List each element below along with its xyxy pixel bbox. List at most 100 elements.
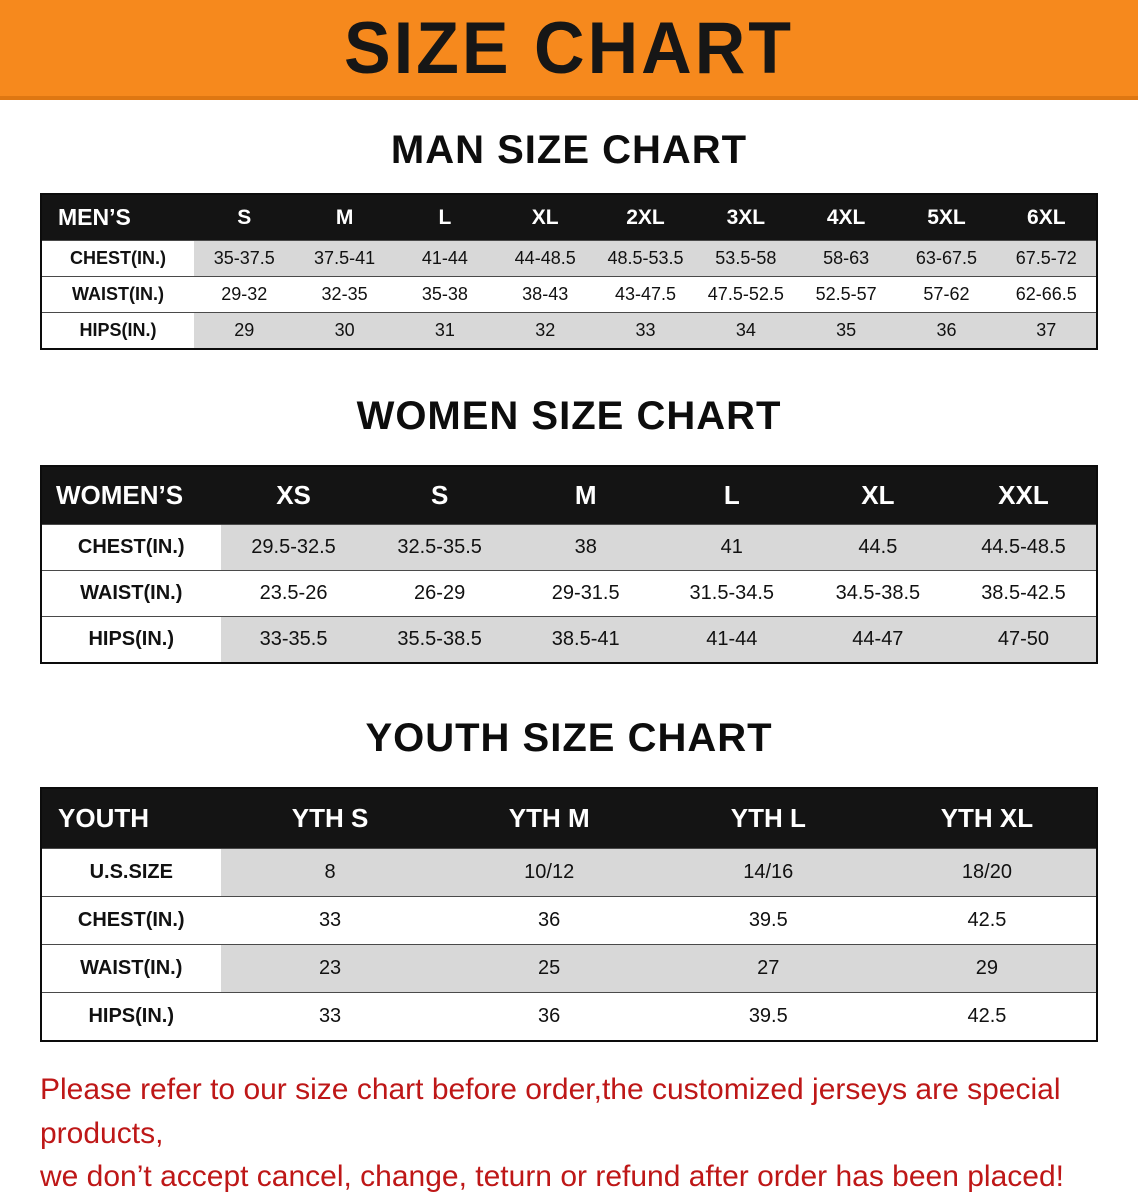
- size-value: 35: [795, 312, 897, 349]
- woman-header-row: WOMEN’S XS S M L XL XXL: [41, 466, 1097, 525]
- table-row-hips: HIPS(IN.) 33-35.5 35.5-38.5 38.5-41 41-4…: [41, 616, 1097, 663]
- size-value: 33: [220, 896, 440, 945]
- column-header: XL: [804, 466, 951, 525]
- size-value: 31: [394, 312, 496, 349]
- size-value: 39.5: [658, 992, 878, 1041]
- woman-table-wrap: WOMEN’S XS S M L XL XXL CHEST(IN.) 29.5-…: [0, 465, 1138, 664]
- column-header: 4XL: [795, 194, 897, 241]
- man-table-wrap: MEN’S S M L XL 2XL 3XL 4XL 5XL 6XL CHEST…: [0, 193, 1138, 350]
- size-value: 36: [439, 896, 659, 945]
- column-header: 3XL: [695, 194, 796, 241]
- table-row-chest: CHEST(IN.) 35-37.5 37.5-41 41-44 44-48.5…: [41, 240, 1097, 277]
- youth-table-wrap: YOUTH YTH S YTH M YTH L YTH XL U.S.SIZE …: [0, 787, 1138, 1042]
- column-header: MEN’S: [41, 194, 195, 241]
- table-row-hips: HIPS(IN.) 33 36 39.5 42.5: [41, 992, 1097, 1041]
- size-value: 63-67.5: [896, 240, 997, 277]
- row-label: WAIST(IN.): [41, 944, 221, 993]
- size-value: 52.5-57: [795, 276, 897, 313]
- size-value: 42.5: [877, 896, 1097, 945]
- size-value: 33: [595, 312, 696, 349]
- size-value: 29: [877, 944, 1097, 993]
- size-value: 48.5-53.5: [595, 240, 696, 277]
- size-value: 38: [512, 524, 659, 571]
- size-value: 43-47.5: [595, 276, 696, 313]
- size-value: 29-32: [194, 276, 295, 313]
- column-header: YTH XL: [877, 788, 1097, 849]
- size-value: 62-66.5: [996, 276, 1097, 313]
- row-label: WAIST(IN.): [41, 570, 221, 617]
- size-value: 23: [220, 944, 440, 993]
- man-size-table: MEN’S S M L XL 2XL 3XL 4XL 5XL 6XL CHEST…: [40, 193, 1098, 350]
- column-header: 2XL: [595, 194, 696, 241]
- size-value: 23.5-26: [220, 570, 367, 617]
- size-value: 44-48.5: [495, 240, 596, 277]
- size-value: 27: [658, 944, 878, 993]
- disclaimer: Please refer to our size chart before or…: [0, 1068, 1138, 1199]
- youth-section-heading: YOUTH SIZE CHART: [365, 716, 773, 760]
- column-header: S: [366, 466, 513, 525]
- table-row-waist: WAIST(IN.) 23.5-26 26-29 29-31.5 31.5-34…: [41, 570, 1097, 617]
- size-value: 29-31.5: [512, 570, 659, 617]
- table-row-ussize: U.S.SIZE 8 10/12 14/16 18/20: [41, 848, 1097, 897]
- size-value: 47-50: [950, 616, 1097, 663]
- size-value: 30: [294, 312, 395, 349]
- size-value: 41-44: [658, 616, 805, 663]
- size-value: 38-43: [495, 276, 596, 313]
- size-value: 39.5: [658, 896, 878, 945]
- size-value: 36: [896, 312, 997, 349]
- column-header: M: [512, 466, 659, 525]
- size-value: 35.5-38.5: [366, 616, 513, 663]
- size-value: 8: [220, 848, 440, 897]
- column-header: YTH S: [220, 788, 440, 849]
- size-value: 37.5-41: [294, 240, 395, 277]
- size-value: 44.5-48.5: [950, 524, 1097, 571]
- size-value: 58-63: [795, 240, 897, 277]
- woman-size-table: WOMEN’S XS S M L XL XXL CHEST(IN.) 29.5-…: [40, 465, 1098, 664]
- size-value: 32-35: [294, 276, 395, 313]
- row-label: CHEST(IN.): [41, 524, 221, 571]
- disclaimer-line-2: we don’t accept cancel, change, teturn o…: [40, 1160, 1064, 1193]
- size-value: 33-35.5: [220, 616, 367, 663]
- column-header: YTH M: [439, 788, 659, 849]
- size-value: 57-62: [896, 276, 997, 313]
- row-label: WAIST(IN.): [41, 276, 195, 313]
- size-value: 47.5-52.5: [695, 276, 796, 313]
- table-row-chest: CHEST(IN.) 33 36 39.5 42.5: [41, 896, 1097, 945]
- column-header: 5XL: [896, 194, 997, 241]
- woman-section: WOMEN SIZE CHART WOMEN’S XS S M L XL XXL: [0, 394, 1138, 664]
- column-header: WOMEN’S: [41, 466, 221, 525]
- size-value: 34: [695, 312, 796, 349]
- table-row-chest: CHEST(IN.) 29.5-32.5 32.5-35.5 38 41 44.…: [41, 524, 1097, 571]
- column-header: M: [294, 194, 395, 241]
- size-value: 53.5-58: [695, 240, 796, 277]
- size-value: 35-38: [394, 276, 496, 313]
- size-value: 31.5-34.5: [658, 570, 805, 617]
- size-value: 41: [658, 524, 805, 571]
- row-label: U.S.SIZE: [41, 848, 221, 897]
- column-header: L: [658, 466, 805, 525]
- column-header: XL: [495, 194, 596, 241]
- size-value: 38.5-41: [512, 616, 659, 663]
- table-row-waist: WAIST(IN.) 23 25 27 29: [41, 944, 1097, 993]
- size-value: 26-29: [366, 570, 513, 617]
- page-title: SIZE CHART: [344, 7, 794, 89]
- table-row-hips: HIPS(IN.) 29 30 31 32 33 34 35 36 37: [41, 312, 1097, 349]
- column-header: S: [194, 194, 295, 241]
- youth-header-row: YOUTH YTH S YTH M YTH L YTH XL: [41, 788, 1097, 849]
- size-value: 18/20: [877, 848, 1097, 897]
- size-value: 33: [220, 992, 440, 1041]
- size-value: 44-47: [804, 616, 951, 663]
- column-header: YOUTH: [41, 788, 221, 849]
- disclaimer-line-1: Please refer to our size chart before or…: [40, 1073, 1061, 1150]
- size-value: 44.5: [804, 524, 951, 571]
- size-value: 38.5-42.5: [950, 570, 1097, 617]
- row-label: HIPS(IN.): [41, 312, 195, 349]
- size-value: 34.5-38.5: [804, 570, 951, 617]
- row-label: HIPS(IN.): [41, 616, 221, 663]
- size-value: 35-37.5: [194, 240, 295, 277]
- size-value: 10/12: [439, 848, 659, 897]
- size-value: 29: [194, 312, 295, 349]
- size-value: 14/16: [658, 848, 878, 897]
- youth-section: YOUTH SIZE CHART YOUTH YTH S YTH M YTH L…: [0, 716, 1138, 1042]
- column-header: L: [394, 194, 496, 241]
